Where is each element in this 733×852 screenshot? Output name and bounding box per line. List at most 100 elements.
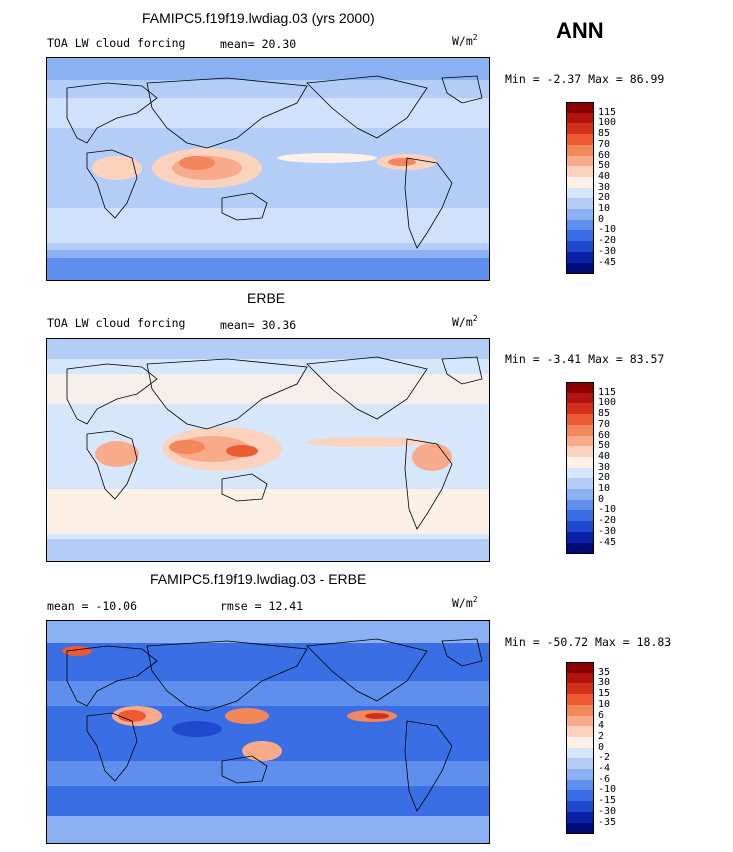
panel-2-colorbar: 115 100 85 70 60 50 40 30 20 10 0 -10 -20 -30 -45: [566, 382, 616, 554]
colorbar-cell: [566, 662, 594, 673]
colorbar-tick-label: 2: [598, 730, 605, 742]
colorbar-cell: [566, 510, 594, 522]
colorbar-tick-label: 100: [598, 397, 617, 409]
panel-2-stat-label: mean=: [220, 318, 255, 332]
colorbar-cell: [566, 112, 594, 124]
panel-1-minmax: Min = -2.37 Max = 86.99: [505, 72, 665, 86]
panel-2-title: ERBE: [247, 290, 286, 306]
colorbar-cell: [566, 489, 594, 500]
panel-1-stat-label: mean=: [220, 37, 255, 51]
colorbar-tick-label: -2: [598, 752, 611, 764]
colorbar-tick-label: 115: [598, 386, 617, 398]
colorbar-cell: [566, 166, 594, 178]
colorbar-cell: [566, 392, 594, 404]
colorbar-tick-label: -20: [598, 515, 617, 527]
panel-2-units: W/m2: [452, 314, 478, 329]
colorbar-tick-label: -10: [598, 504, 617, 516]
colorbar-tick-label: -10: [598, 784, 617, 796]
panel-3-units: W/m2: [452, 595, 478, 610]
colorbar-tick-label: -20: [598, 235, 617, 247]
colorbar-cell: [566, 531, 594, 543]
colorbar-tick-label: 10: [598, 483, 611, 494]
colorbar-tick-label: 20: [598, 472, 611, 484]
panel-1-stat-value: 20.30: [261, 37, 297, 51]
colorbar-tick-label: 70: [598, 418, 611, 430]
colorbar-cell: [566, 747, 594, 759]
colorbar-cell: [566, 456, 594, 468]
panel-3-map-svg: [47, 621, 489, 843]
panel-3-stat: rmse = 12.41: [220, 599, 303, 613]
panel-2-map: [46, 338, 490, 562]
colorbar-tick-label: 0: [598, 493, 605, 505]
colorbar-cell: [566, 726, 594, 738]
colorbar-cell: [566, 467, 594, 479]
colorbar-cell: [566, 715, 594, 727]
colorbar-tick-label: 10: [598, 203, 611, 214]
colorbar-tick-label: 35: [598, 666, 611, 678]
panel-1-units: W/m2: [452, 33, 478, 48]
colorbar-tick-label: -30: [598, 805, 617, 817]
colorbar-tick-label: 40: [598, 170, 611, 182]
colorbar-tick-label: 60: [598, 149, 611, 161]
colorbar-cell: [566, 414, 594, 426]
colorbar-cell: [566, 683, 594, 695]
colorbar-cell: [566, 446, 594, 458]
panel-1-min-value: -2.37: [546, 72, 582, 86]
colorbar-cell: [566, 704, 594, 716]
panel-3-min-value: -50.72: [546, 635, 589, 649]
colorbar-cell: [566, 251, 594, 263]
colorbar-cell: [566, 736, 594, 748]
colorbar-cell: [566, 521, 594, 533]
colorbar-cell: [566, 155, 594, 167]
colorbar-cell: [566, 134, 594, 146]
colorbar-cell: [566, 694, 594, 706]
colorbar-tick-label: -30: [598, 245, 617, 257]
colorbar-tick-label: -15: [598, 795, 617, 807]
panel-3-stat-label: rmse =: [220, 599, 262, 613]
colorbar-cell: [566, 790, 594, 802]
colorbar-cell: [566, 176, 594, 188]
colorbar-cell: [566, 382, 594, 393]
colorbar-tick-label: 6: [598, 709, 605, 721]
colorbar-cell: [566, 542, 594, 554]
panel-3-colorbar: 35 30 15 10 6 4 2 0 -2 -4 -6 -10 -15 -30 -35: [566, 662, 616, 834]
colorbar-cell: [566, 811, 594, 823]
colorbar-tick-label: 115: [598, 106, 617, 118]
colorbar-tick-label: -45: [598, 256, 617, 268]
colorbar-tick-label: 30: [598, 461, 611, 473]
colorbar-cell: [566, 758, 594, 770]
colorbar-tick-label: -45: [598, 536, 617, 548]
colorbar-tick-label: 85: [598, 128, 611, 140]
colorbar-tick-label: 100: [598, 117, 617, 129]
colorbar-tick-label: -4: [598, 763, 611, 774]
panel-2-max-value: 83.57: [629, 352, 665, 366]
colorbar-cell: [566, 769, 594, 780]
colorbar-cell: [566, 187, 594, 199]
panel-1-left-label: TOA LW cloud forcing: [47, 36, 186, 50]
panel-2-map-svg: [47, 339, 489, 561]
panel-2-stat: mean= 30.36: [220, 318, 296, 332]
panel-3-left-label: mean = -10.06: [47, 599, 138, 613]
colorbar-cell: [566, 102, 594, 113]
colorbar-tick-label: 70: [598, 138, 611, 150]
colorbar-tick-label: 30: [598, 181, 611, 193]
colorbar-tick-label: -6: [598, 773, 611, 785]
colorbar-tick-label: -30: [598, 525, 617, 537]
colorbar-cell: [566, 424, 594, 436]
panel-2-left-label: TOA LW cloud forcing: [47, 316, 186, 330]
colorbar-cell: [566, 209, 594, 220]
colorbar-tick-label: -35: [598, 816, 617, 828]
panel-3-map: [46, 620, 490, 844]
colorbar-tick-label: 0: [598, 213, 605, 225]
season-label: ANN: [556, 18, 604, 43]
panel-1-colorbar: 115 100 85 70 60 50 40 30 20 10 0 -10 -20 -30 -45: [566, 102, 616, 274]
panel-3-stat-value: 12.41: [268, 599, 304, 613]
panel-2-min-value: -3.41: [546, 352, 582, 366]
colorbar-cell: [566, 435, 594, 447]
colorbar-tick-label: 50: [598, 440, 611, 452]
panel-1-title: FAMIPC5.f19f19.lwdiag.03 (yrs 2000): [142, 10, 375, 26]
panel-2-minmax: Min = -3.41 Max = 83.57: [505, 352, 665, 366]
colorbar-tick-label: 50: [598, 160, 611, 172]
colorbar-tick-label: 85: [598, 408, 611, 420]
panel-1-map-svg: [47, 58, 489, 280]
